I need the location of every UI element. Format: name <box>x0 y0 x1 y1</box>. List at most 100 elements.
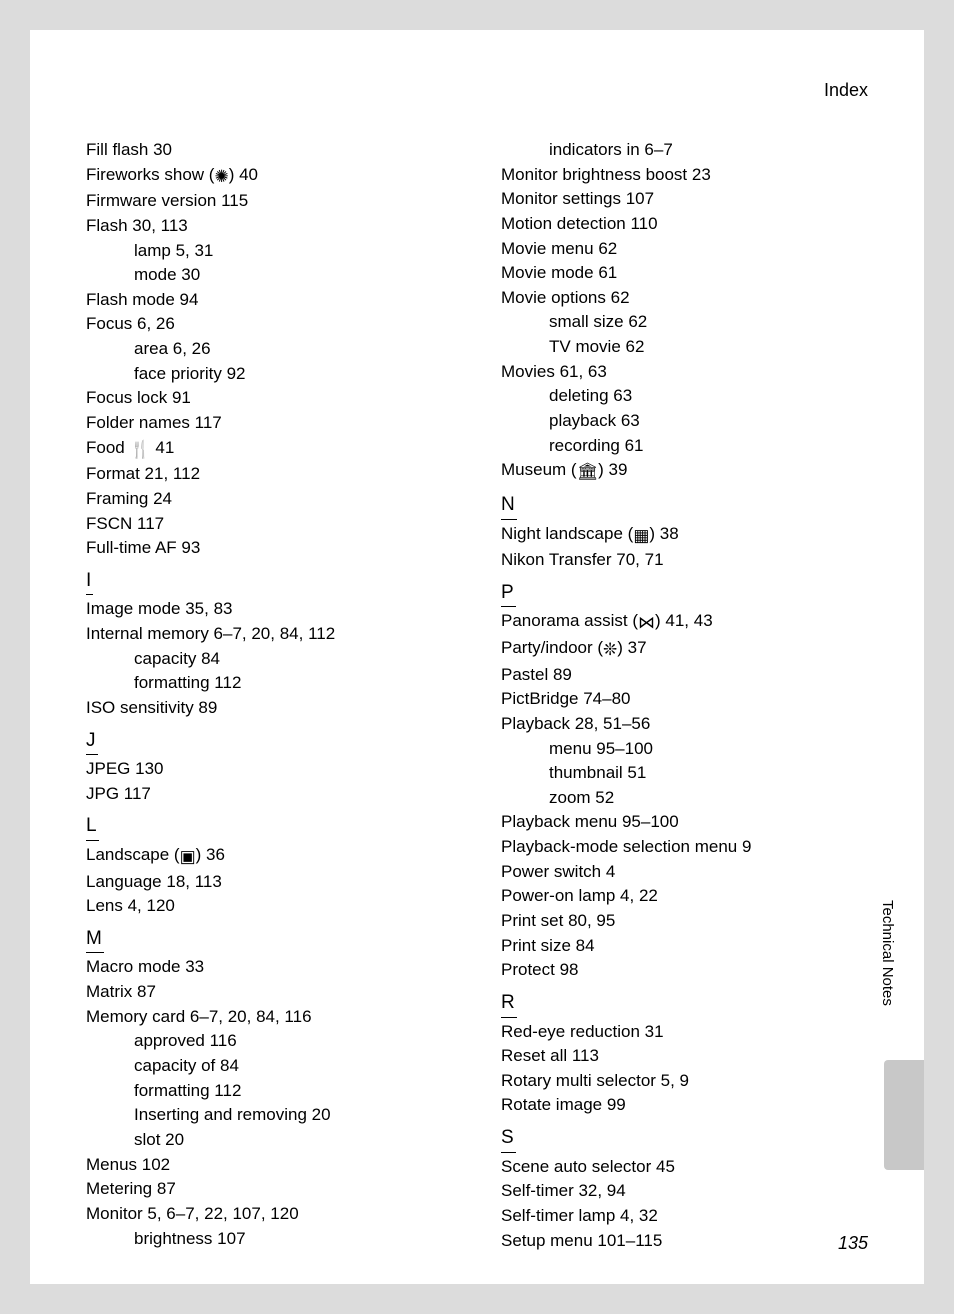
index-entry: small size 62 <box>501 310 868 335</box>
index-entry: Full-time AF 93 <box>86 536 453 561</box>
index-entry: ISO sensitivity 89 <box>86 696 453 721</box>
manual-page: Index Fill flash 30Fireworks show (✺) 40… <box>30 30 924 1284</box>
index-entry: Focus lock 91 <box>86 386 453 411</box>
index-entry: Monitor brightness boost 23 <box>501 163 868 188</box>
index-entry: slot 20 <box>86 1128 453 1153</box>
index-entry: Reset all 113 <box>501 1044 868 1069</box>
index-entry: Focus 6, 26 <box>86 312 453 337</box>
index-entry: FSCN 117 <box>86 512 453 537</box>
index-entry: deleting 63 <box>501 384 868 409</box>
index-entry: JPG 117 <box>86 782 453 807</box>
index-entry: Lens 4, 120 <box>86 894 453 919</box>
side-tab-block <box>884 1060 924 1170</box>
index-entry: Language 18, 113 <box>86 870 453 895</box>
index-entry: recording 61 <box>501 434 868 459</box>
index-letter-r: R <box>501 989 517 1018</box>
index-entry: Print size 84 <box>501 934 868 959</box>
index-entry: lamp 5, 31 <box>86 239 453 264</box>
index-entry: area 6, 26 <box>86 337 453 362</box>
index-entry: TV movie 62 <box>501 335 868 360</box>
index-entry: Setup menu 101–115 <box>501 1229 868 1254</box>
index-entry: Macro mode 33 <box>86 955 453 980</box>
index-entry: zoom 52 <box>501 786 868 811</box>
index-entry: Power-on lamp 4, 22 <box>501 884 868 909</box>
index-entry: Playback 28, 51–56 <box>501 712 868 737</box>
index-entry: Food 🍴 41 <box>86 436 453 463</box>
index-entry: Power switch 4 <box>501 860 868 885</box>
index-entry: Movie mode 61 <box>501 261 868 286</box>
index-entry: Panorama assist (⋈) 41, 43 <box>501 609 868 636</box>
index-entry: formatting 112 <box>86 1079 453 1104</box>
index-entry: Movies 61, 63 <box>501 360 868 385</box>
page-number: 135 <box>838 1233 868 1254</box>
index-entry: Rotary multi selector 5, 9 <box>501 1069 868 1094</box>
landscape-icon: ▣ <box>180 845 196 870</box>
index-entry: Motion detection 110 <box>501 212 868 237</box>
food-icon: 🍴 <box>129 438 150 463</box>
index-entry: menu 95–100 <box>501 737 868 762</box>
index-entry: Firmware version 115 <box>86 189 453 214</box>
index-entry: Metering 87 <box>86 1177 453 1202</box>
index-entry: capacity of 84 <box>86 1054 453 1079</box>
index-entry: face priority 92 <box>86 362 453 387</box>
index-entry: Menus 102 <box>86 1153 453 1178</box>
index-entry: formatting 112 <box>86 671 453 696</box>
index-entry: mode 30 <box>86 263 453 288</box>
side-tab-label: Technical Notes <box>879 900 896 1006</box>
index-entry: Night landscape (▦) 38 <box>501 522 868 549</box>
fireworks-icon: ✺ <box>214 165 228 190</box>
index-entry: Movie options 62 <box>501 286 868 311</box>
index-entry: Nikon Transfer 70, 71 <box>501 548 868 573</box>
index-entry: Pastel 89 <box>501 663 868 688</box>
index-entry: Folder names 117 <box>86 411 453 436</box>
index-entry: Party/indoor (❊) 37 <box>501 636 868 663</box>
index-entry: Fireworks show (✺) 40 <box>86 163 453 190</box>
index-entry: PictBridge 74–80 <box>501 687 868 712</box>
index-columns: Fill flash 30Fireworks show (✺) 40Firmwa… <box>86 138 868 1253</box>
index-letter-i: I <box>86 567 93 596</box>
index-entry: Self-timer lamp 4, 32 <box>501 1204 868 1229</box>
index-letter-p: P <box>501 579 516 608</box>
index-entry: capacity 84 <box>86 647 453 672</box>
panorama-icon: ⋈ <box>638 611 655 636</box>
index-entry: brightness 107 <box>86 1227 453 1252</box>
index-entry: Framing 24 <box>86 487 453 512</box>
index-letter-s: S <box>501 1124 516 1153</box>
index-column-left: Fill flash 30Fireworks show (✺) 40Firmwa… <box>86 138 453 1253</box>
index-entry: Landscape (▣) 36 <box>86 843 453 870</box>
index-letter-l: L <box>86 812 99 841</box>
index-entry: JPEG 130 <box>86 757 453 782</box>
index-entry: approved 116 <box>86 1029 453 1054</box>
index-entry: Movie menu 62 <box>501 237 868 262</box>
index-entry: Print set 80, 95 <box>501 909 868 934</box>
index-entry: thumbnail 51 <box>501 761 868 786</box>
index-entry: Memory card 6–7, 20, 84, 116 <box>86 1005 453 1030</box>
index-entry: Self-timer 32, 94 <box>501 1179 868 1204</box>
index-entry: Rotate image 99 <box>501 1093 868 1118</box>
index-entry: playback 63 <box>501 409 868 434</box>
page-header-index: Index <box>824 80 868 101</box>
index-entry: Inserting and removing 20 <box>86 1103 453 1128</box>
index-entry: Playback-mode selection menu 9 <box>501 835 868 860</box>
index-entry: Internal memory 6–7, 20, 84, 112 <box>86 622 453 647</box>
night-icon: ▦ <box>633 524 649 549</box>
index-entry: Monitor 5, 6–7, 22, 107, 120 <box>86 1202 453 1227</box>
index-entry: Playback menu 95–100 <box>501 810 868 835</box>
index-letter-n: N <box>501 491 517 520</box>
index-entry: Matrix 87 <box>86 980 453 1005</box>
index-entry: indicators in 6–7 <box>501 138 868 163</box>
index-entry: Red-eye reduction 31 <box>501 1020 868 1045</box>
index-entry: Scene auto selector 45 <box>501 1155 868 1180</box>
index-entry: Format 21, 112 <box>86 462 453 487</box>
index-entry: Image mode 35, 83 <box>86 597 453 622</box>
index-entry: Protect 98 <box>501 958 868 983</box>
index-letter-m: M <box>86 925 104 954</box>
museum-icon: 🏛 <box>577 460 599 485</box>
index-letter-j: J <box>86 727 98 756</box>
index-entry: Flash mode 94 <box>86 288 453 313</box>
index-column-right: indicators in 6–7Monitor brightness boos… <box>501 138 868 1253</box>
index-entry: Flash 30, 113 <box>86 214 453 239</box>
index-entry: Monitor settings 107 <box>501 187 868 212</box>
index-entry: Museum (🏛) 39 <box>501 458 868 485</box>
index-entry: Fill flash 30 <box>86 138 453 163</box>
